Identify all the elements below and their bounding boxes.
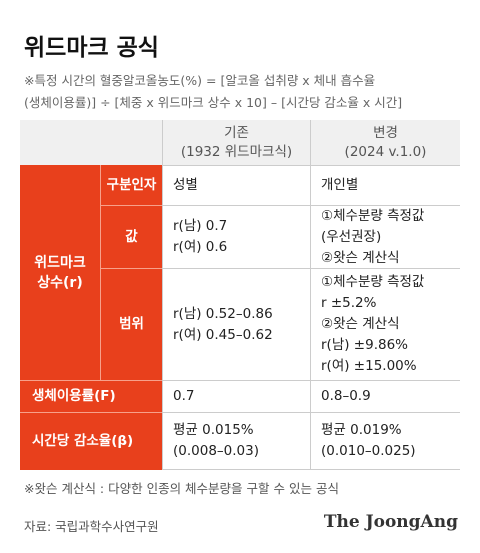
table-cell: 평균 0.019% (0.010–0.025) bbox=[310, 412, 460, 470]
header-blank bbox=[20, 120, 162, 165]
cell-text: ①체수분량 측정값 bbox=[321, 207, 425, 224]
row-label-text: 구분인자 bbox=[106, 176, 157, 193]
row-label-text: 범위 bbox=[119, 316, 144, 332]
footnote: ※왓슨 계산식 : 다양한 인종의 체수분량을 구할 수 있는 공식 bbox=[24, 481, 339, 496]
table-cell: 0.8–0.9 bbox=[310, 380, 460, 412]
column-header-text: 변경 bbox=[373, 124, 398, 141]
table-cell: 개인별 bbox=[310, 165, 460, 205]
cell-text: r(여) ±15.00% bbox=[321, 358, 417, 374]
cell-text: 평균 0.015% bbox=[173, 422, 254, 438]
cell-text: ②왓슨 계산식 bbox=[321, 316, 400, 332]
row-label-text: 생체이용률(F) bbox=[32, 388, 116, 404]
row-label: 구분인자 bbox=[100, 165, 162, 205]
cell-text: (우선권장) bbox=[321, 228, 382, 245]
cell-text: ①체수분량 측정값 bbox=[321, 274, 425, 290]
cell-text: r(여) 0.6 bbox=[173, 239, 228, 255]
table-cell: ①체수분량 측정값 (우선권장) ②왓슨 계산식 bbox=[310, 205, 460, 268]
formula-line: (생체이용률)] ÷ [체중 x 위드마크 상수 x 10] – [시간당 감소… bbox=[24, 95, 403, 110]
table-cell: r(남) 0.7 r(여) 0.6 bbox=[162, 205, 310, 268]
logo: The JoongAng bbox=[323, 512, 458, 532]
table-cell: 0.7 bbox=[162, 380, 310, 412]
formula-line: ※특정 시간의 혈중알코올농도(%) = [알코올 섭취량 x 체내 흡수율 bbox=[24, 73, 376, 88]
cell-text: 개인별 bbox=[321, 177, 359, 193]
cell-text: ②왓슨 계산식 bbox=[321, 249, 400, 266]
group-label-text: 상수(r) bbox=[37, 274, 83, 291]
title: 위드마크 공식 bbox=[24, 35, 159, 61]
column-header: 변경 (2024 v.1.0) bbox=[310, 120, 460, 165]
table-cell: ①체수분량 측정값 r ±5.2% ②왓슨 계산식 r(남) ±9.86% r(여) … bbox=[310, 268, 460, 380]
cell-text: 0.8–0.9 bbox=[321, 388, 371, 404]
row-label: 시간당 감소율(β) bbox=[20, 412, 162, 470]
row-label: 값 bbox=[100, 205, 162, 268]
table-cell: 평균 0.015% (0.008–0.03) bbox=[162, 412, 310, 470]
row-label-text: 값 bbox=[125, 228, 138, 245]
column-header: 기존 (1932 위드마크식) bbox=[162, 120, 310, 165]
column-header-text: 기존 bbox=[224, 124, 249, 141]
table-cell: r(남) 0.52–0.86 r(여) 0.45–0.62 bbox=[162, 268, 310, 380]
cell-text: 평균 0.019% bbox=[321, 422, 402, 438]
column-header-text: (1932 위드마크식) bbox=[180, 143, 293, 160]
column-header-text: (2024 v.1.0) bbox=[344, 143, 427, 160]
cell-text: r(남) ±9.86% bbox=[321, 337, 408, 353]
cell-text: 0.7 bbox=[173, 388, 195, 404]
cell-text: r(남) 0.7 bbox=[173, 218, 228, 234]
table-cell: 성별 bbox=[162, 165, 310, 205]
cell-text: (0.010–0.025) bbox=[321, 443, 416, 459]
source: 자료: 국립과학수사연구원 bbox=[24, 519, 159, 534]
row-label: 범위 bbox=[100, 268, 162, 380]
cell-text: r ±5.2% bbox=[321, 295, 377, 311]
cell-text: r(남) 0.52–0.86 bbox=[173, 305, 273, 322]
row-label: 생체이용률(F) bbox=[20, 380, 162, 412]
cell-text: r(여) 0.45–0.62 bbox=[173, 326, 273, 343]
row-label-text: 시간당 감소율(β) bbox=[32, 433, 134, 449]
cell-text: (0.008–0.03) bbox=[173, 443, 259, 459]
cell-text: 성별 bbox=[173, 177, 198, 193]
group-label-text: 위드마크 bbox=[34, 254, 86, 271]
